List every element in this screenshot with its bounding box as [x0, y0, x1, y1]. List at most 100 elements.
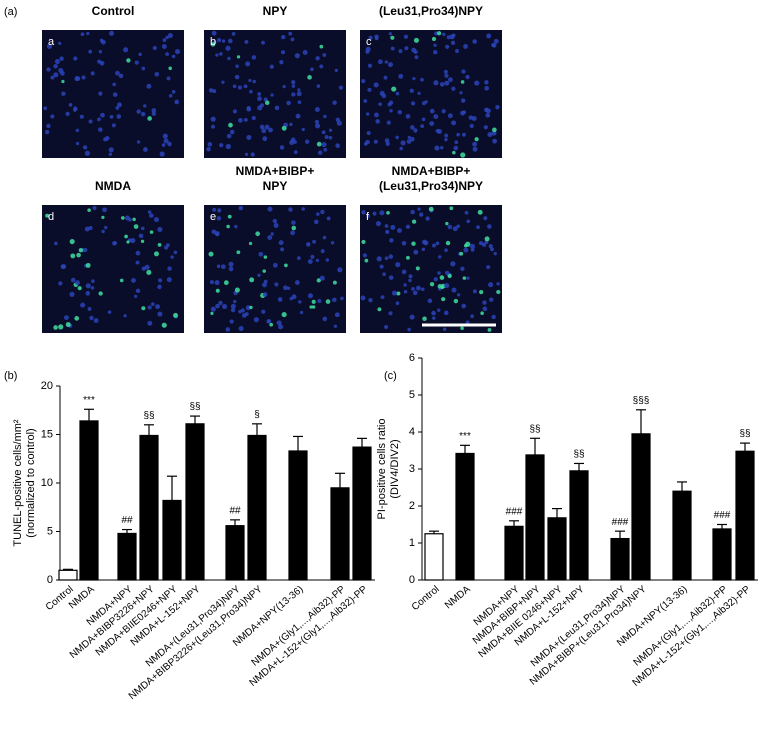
nucleus [58, 41, 62, 45]
nucleus [98, 50, 103, 54]
nucleus [232, 109, 237, 114]
nucleus [470, 314, 475, 319]
nucleus [249, 89, 253, 94]
nucleus [472, 146, 478, 152]
nucleus [384, 138, 390, 143]
nucleus [140, 239, 145, 243]
bar [455, 452, 475, 581]
nucleus [378, 102, 382, 107]
nucleus [400, 140, 406, 146]
nucleus [85, 283, 91, 289]
nucleus [291, 225, 297, 231]
nucleus [463, 247, 469, 253]
nucleus [46, 43, 52, 49]
nucleus [364, 258, 369, 263]
nucleus [87, 208, 91, 212]
nucleus [413, 128, 418, 133]
nucleus [226, 224, 230, 229]
nucleus [367, 87, 372, 92]
nucleus [413, 249, 419, 255]
nucleus [232, 84, 237, 89]
nucleus [437, 271, 441, 275]
panel-title: (Leu31,Pro34)NPY [379, 4, 483, 18]
nucleus [382, 272, 386, 277]
nucleus [70, 277, 76, 283]
nucleus [444, 73, 449, 78]
nucleus [234, 74, 240, 80]
nucleus [282, 84, 286, 89]
nucleus [360, 295, 366, 301]
nucleus [215, 288, 220, 293]
nucleus [155, 304, 160, 310]
nucleus [264, 124, 270, 130]
nucleus [398, 73, 404, 79]
nucleus [325, 258, 330, 262]
nucleus [374, 36, 379, 41]
bar [162, 499, 182, 581]
nucleus [414, 55, 419, 60]
nucleus [115, 70, 120, 76]
nucleus [485, 108, 491, 114]
bar [58, 569, 78, 581]
nucleus [296, 91, 302, 97]
nucleus [46, 67, 51, 72]
significance: ## [229, 506, 241, 517]
nucleus [314, 119, 320, 124]
nucleus [269, 322, 274, 327]
panel-title: NPY [263, 179, 288, 193]
nucleus [482, 306, 488, 312]
y-tick-label: 5 [409, 389, 415, 401]
nucleus [135, 250, 141, 256]
nucleus [257, 273, 261, 277]
nucleus [43, 106, 48, 111]
y-tick-label: 20 [41, 380, 53, 392]
bar [424, 533, 444, 581]
panel-title: Control [92, 4, 135, 18]
nucleus [230, 303, 236, 309]
significance: §§ [739, 429, 750, 440]
nucleus [463, 43, 468, 49]
nucleus [235, 64, 239, 68]
nucleus [227, 214, 232, 219]
nucleus [238, 205, 243, 211]
nucleus [396, 291, 401, 296]
nucleus [141, 66, 146, 71]
nucleus [479, 289, 484, 295]
nucleus [486, 265, 491, 270]
nucleus [468, 115, 473, 120]
nucleus [322, 235, 327, 240]
nucleus [452, 150, 456, 155]
nucleus [54, 59, 60, 65]
nucleus [481, 242, 487, 247]
nucleus [64, 315, 69, 321]
nucleus [167, 266, 172, 271]
nucleus [158, 278, 163, 283]
nucleus [328, 128, 333, 132]
nucleus [246, 134, 252, 140]
nucleus [257, 92, 262, 96]
nucleus [366, 112, 370, 116]
nucleus [307, 75, 312, 80]
nucleus [124, 234, 128, 239]
nucleus [75, 280, 80, 286]
nucleus [496, 290, 501, 295]
nucleus [366, 214, 370, 219]
nucleus [263, 255, 268, 259]
nucleus [61, 79, 65, 84]
nucleus [439, 82, 445, 87]
nucleus [290, 230, 295, 236]
significance: ### [714, 510, 731, 521]
x-tick-label: NMDA+NPY(13-36) [231, 584, 306, 649]
nucleus [102, 207, 107, 213]
nucleus [215, 53, 219, 57]
nucleus [491, 42, 497, 48]
nucleus [109, 30, 115, 36]
nucleus [115, 106, 120, 110]
nucleus [405, 114, 411, 119]
nucleus [157, 243, 162, 247]
nucleus [302, 50, 308, 56]
nucleus [432, 316, 436, 320]
nucleus [395, 91, 400, 96]
nucleus [315, 56, 320, 61]
nucleus [79, 114, 84, 119]
